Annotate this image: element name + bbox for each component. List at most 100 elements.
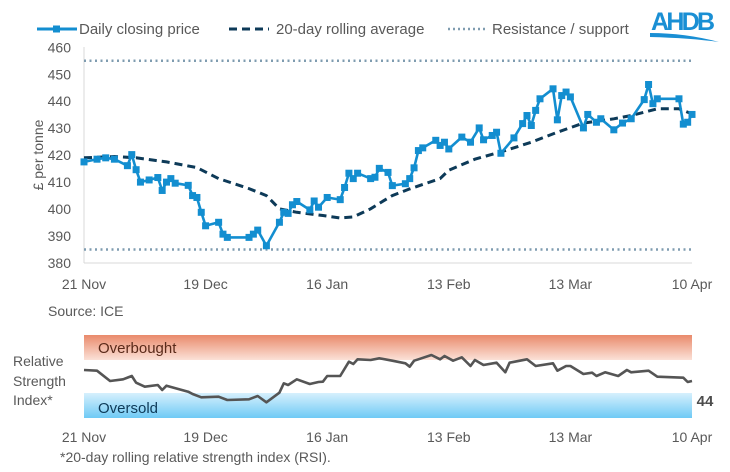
rsi-footnote: *20-day rolling relative strength index … <box>60 449 331 465</box>
price-point <box>566 93 574 101</box>
price-point <box>384 168 392 176</box>
price-point <box>284 209 292 217</box>
price-point <box>480 136 488 144</box>
overbought-label: Overbought <box>98 340 177 357</box>
price-point <box>163 178 171 186</box>
x-tick-label: 16 Jan <box>306 429 348 445</box>
price-point <box>367 175 375 183</box>
price-point <box>184 181 192 189</box>
rsi-last-value-label: 44 <box>697 393 714 410</box>
price-point <box>592 118 600 126</box>
logo-swoosh <box>650 33 719 42</box>
price-point <box>558 92 566 100</box>
price-point <box>579 124 587 132</box>
y-tick-label: 450 <box>48 66 72 82</box>
y-tick-label: 410 <box>48 174 72 190</box>
rsi-series <box>83 353 693 404</box>
price-point <box>553 116 561 124</box>
source-note: Source: ICE <box>48 303 123 319</box>
price-point <box>619 119 627 127</box>
price-point <box>249 230 257 238</box>
price-point <box>597 115 605 123</box>
price-point <box>388 182 396 190</box>
price-point <box>215 218 223 226</box>
price-point <box>288 201 296 209</box>
price-point <box>171 179 179 187</box>
x-tick-label: 13 Feb <box>427 276 471 292</box>
rsi-title-line-1: Relative <box>13 353 64 369</box>
price-point <box>245 233 253 241</box>
price-point <box>532 106 540 114</box>
x-tick-label: 13 Mar <box>549 276 593 292</box>
price-point <box>436 141 444 149</box>
price-point <box>688 110 696 118</box>
price-point <box>527 121 535 129</box>
price-point <box>562 88 570 96</box>
y-tick-label: 400 <box>48 201 72 217</box>
rsi-title-line-2: Strength <box>13 373 66 389</box>
price-point <box>145 176 153 184</box>
price-point <box>345 169 353 177</box>
x-tick-labels: 21 Nov 19 Dec 16 Jan 13 Feb 13 Mar 10 Apr <box>62 276 713 292</box>
x-tick-label: 16 Jan <box>306 276 348 292</box>
price-point <box>254 226 262 234</box>
price-point <box>584 110 592 118</box>
price-point <box>315 203 323 211</box>
x-tick-label: 13 Mar <box>549 429 593 445</box>
rsi-x-tick-labels: 21 Nov 19 Dec 16 Jan 13 Feb 13 Mar 10 Apr <box>62 429 713 445</box>
price-point <box>310 197 318 205</box>
price-point <box>189 192 197 200</box>
oversold-band <box>84 393 692 418</box>
price-point <box>167 175 175 183</box>
y-tick-label: 440 <box>48 93 72 109</box>
price-point <box>523 112 531 120</box>
overbought-band <box>84 335 692 360</box>
rsi-title-line-3: Index* <box>13 392 53 408</box>
price-point <box>488 131 496 139</box>
x-tick-label: 10 Apr <box>672 429 713 445</box>
price-point <box>458 133 466 141</box>
price-point <box>223 233 231 241</box>
price-point <box>414 147 422 155</box>
y-tick-label: 420 <box>48 147 72 163</box>
price-point <box>653 95 661 103</box>
price-point <box>519 120 527 128</box>
price-point <box>536 95 544 103</box>
ahdb-logo: AHDB <box>650 8 719 42</box>
price-line <box>83 83 694 247</box>
price-point <box>475 124 483 132</box>
price-point <box>675 95 683 103</box>
price-point <box>432 136 440 144</box>
price-point <box>275 218 283 226</box>
price-point <box>375 164 383 172</box>
x-tick-label: 19 Dec <box>183 429 227 445</box>
price-point <box>510 134 518 142</box>
price-point <box>640 96 648 104</box>
price-point <box>493 128 501 136</box>
price-point <box>280 208 288 216</box>
rsi-line <box>83 353 693 404</box>
price-point <box>401 180 409 188</box>
legend: Daily closing price 20-day rolling avera… <box>37 21 630 38</box>
price-point <box>197 208 205 216</box>
price-point <box>419 144 427 152</box>
price-point <box>349 175 357 183</box>
price-point <box>323 193 331 201</box>
price-point <box>406 175 414 183</box>
price-point <box>158 186 166 194</box>
y-tick-labels: 460 450 440 430 420 410 400 390 380 <box>48 39 72 271</box>
price-point <box>132 166 140 174</box>
legend-average-label: 20-day rolling average <box>276 21 424 38</box>
price-point <box>336 196 344 204</box>
price-point <box>110 155 118 163</box>
logo-text: AHDB <box>651 8 715 36</box>
price-point <box>219 230 227 238</box>
legend-price-marker <box>53 25 60 33</box>
oversold-label: Oversold <box>98 400 158 417</box>
x-tick-label: 13 Feb <box>427 429 471 445</box>
price-point <box>445 145 453 153</box>
price-point <box>341 184 349 192</box>
rolling-average-line <box>83 107 693 220</box>
price-point <box>371 173 379 181</box>
price-point <box>410 164 418 172</box>
